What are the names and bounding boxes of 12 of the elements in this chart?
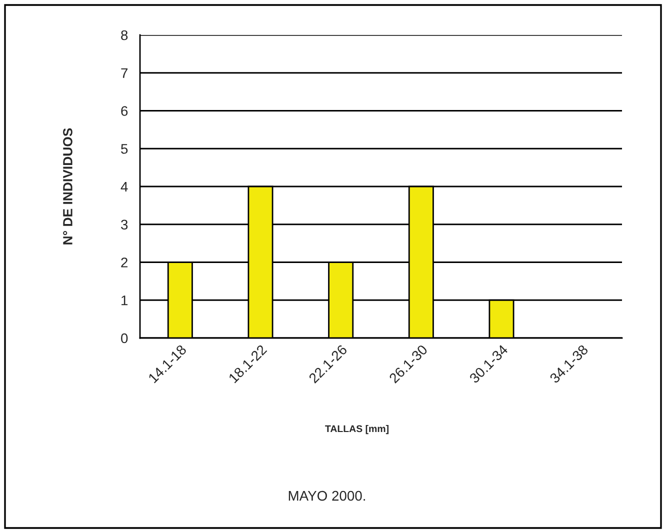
y-tick-label: 4 [120,182,128,192]
y-tick-label: 6 [121,106,128,116]
y-tick-label: 8 [121,30,128,40]
y-tick-label: 5 [121,144,128,154]
y-tick-label: 1 [122,296,128,306]
x-axis-title: TALLAS [mm] [325,425,388,434]
y-tick-label: 7 [121,68,128,78]
y-axis-title: N° DE INDIVIDUOS [63,128,72,244]
text: MAYO 2000. [288,490,365,501]
y-tick-label: 3 [121,220,128,230]
y-tick-label: 0 [121,333,128,344]
y-tick-label: 2 [121,258,128,268]
